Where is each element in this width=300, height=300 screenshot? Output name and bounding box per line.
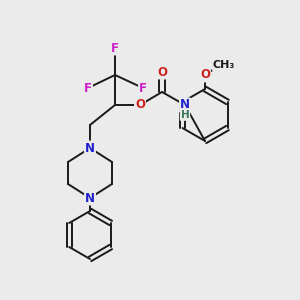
Text: CH₃: CH₃ [213,60,235,70]
Text: N: N [180,98,190,112]
Text: F: F [139,82,147,94]
Text: F: F [84,82,92,94]
Text: H: H [181,110,189,120]
Text: O: O [200,68,210,82]
Text: O: O [135,98,145,112]
Text: N: N [85,142,95,154]
Text: O: O [157,65,167,79]
Text: F: F [111,41,119,55]
Text: N: N [85,191,95,205]
